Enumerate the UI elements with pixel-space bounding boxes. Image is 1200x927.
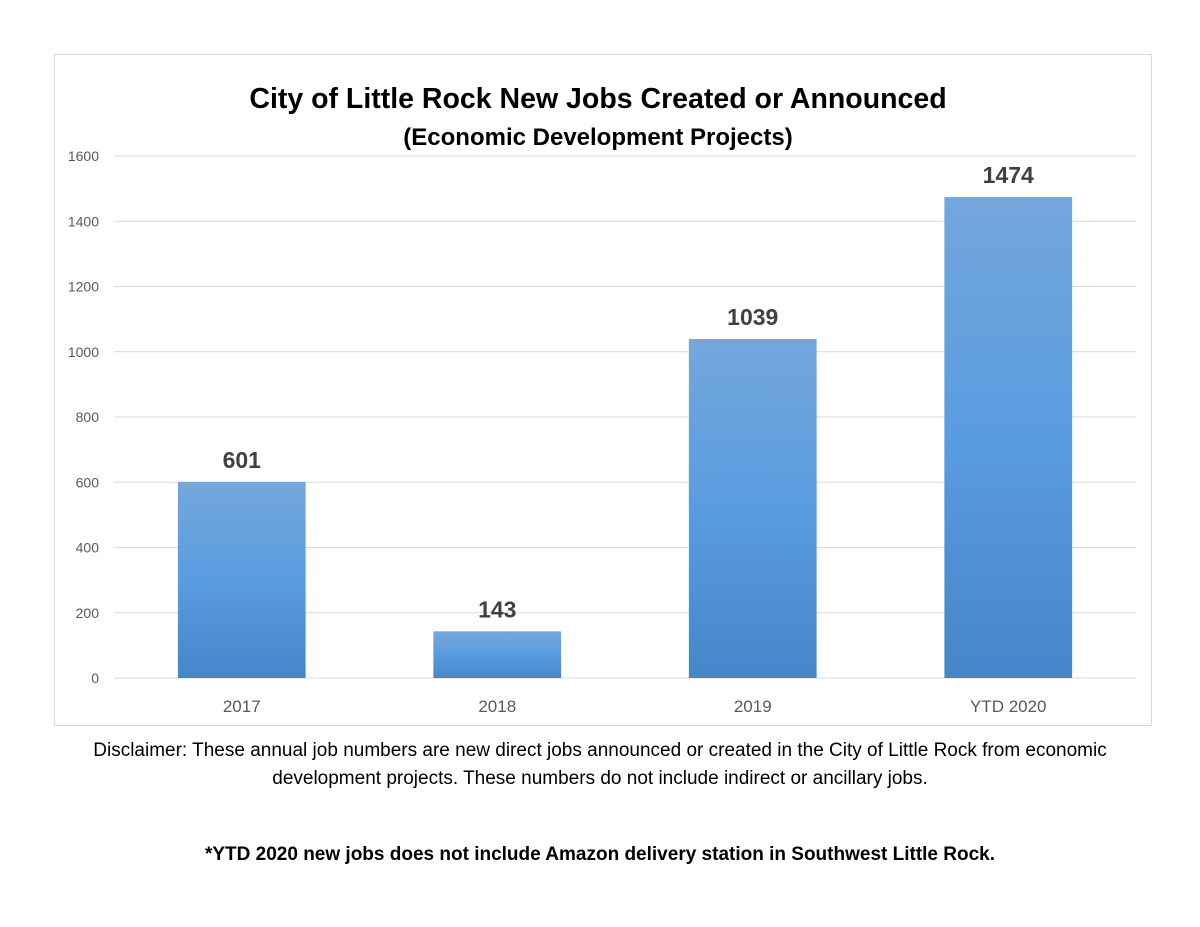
bar-chart: City of Little Rock New Jobs Created or …: [68, 83, 1136, 716]
disclaimer-text: Disclaimer: These annual job numbers are…: [93, 740, 1107, 789]
y-axis-tick-labels: 0 200 400 600 800 1000 1200 1400 1600: [68, 148, 99, 686]
y-tick-label: 400: [76, 540, 100, 556]
chart-subtitle: (Economic Development Projects): [403, 124, 792, 151]
y-tick-label: 1600: [68, 148, 99, 164]
y-tick-label: 800: [76, 409, 100, 425]
y-tick-label: 1200: [68, 279, 99, 295]
chart-title: City of Little Rock New Jobs Created or …: [249, 83, 946, 115]
data-label: 1039: [727, 304, 778, 330]
x-axis-tick-labels: 2017 2018 2019 YTD 2020: [223, 697, 1047, 716]
data-label: 1474: [983, 162, 1034, 188]
bar-2019: [688, 339, 817, 678]
data-label: 601: [223, 447, 262, 473]
bar-2017: [177, 481, 306, 678]
x-tick-label: 2017: [223, 697, 261, 716]
y-tick-label: 1000: [68, 344, 99, 360]
bars: 601 143 1039 1474: [177, 162, 1073, 679]
y-tick-label: 1400: [68, 213, 99, 229]
y-tick-label: 200: [76, 605, 100, 621]
bar-2018: [433, 631, 562, 678]
x-tick-label: 2019: [734, 697, 772, 716]
data-label: 143: [478, 596, 516, 622]
x-tick-label: 2018: [478, 697, 516, 716]
bar-ytd-2020: [944, 197, 1073, 679]
x-tick-label: YTD 2020: [970, 697, 1047, 716]
y-tick-label: 600: [76, 474, 100, 490]
footnote-text: *YTD 2020 new jobs does not include Amaz…: [204, 844, 996, 865]
y-tick-label: 0: [91, 670, 99, 686]
chart-frame: City of Little Rock New Jobs Created or …: [54, 54, 1152, 726]
